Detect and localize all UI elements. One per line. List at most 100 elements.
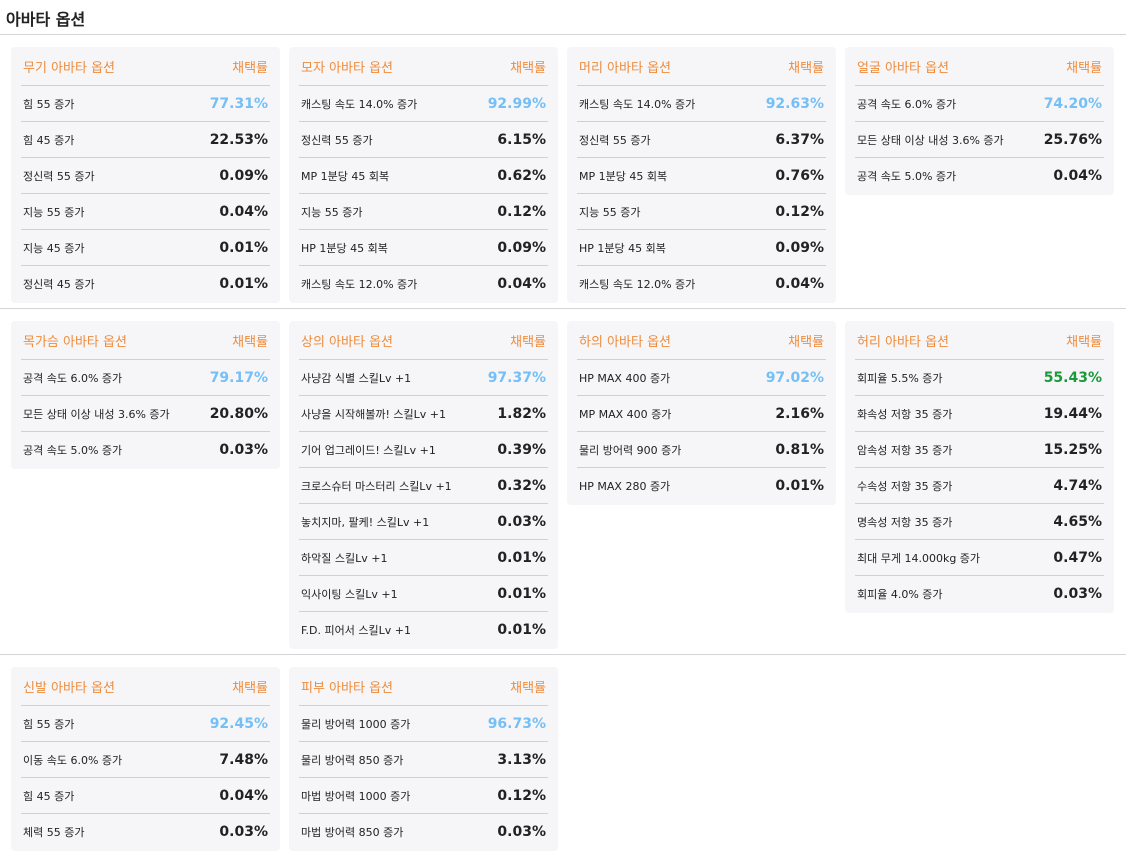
- option-name: 정신력 55 증가: [301, 133, 373, 147]
- rate-label: 채택률: [510, 60, 546, 76]
- option-rate: 0.01%: [497, 585, 546, 602]
- option-row: 지능 55 증가 0.04%: [21, 194, 270, 230]
- option-name: MP 1분당 45 회복: [301, 169, 390, 183]
- option-rate: 19.44%: [1043, 405, 1102, 422]
- option-card: 신발 아바타 옵션 채택률 힘 55 증가 92.45% 이동 속도 6.0% 증가 7.…: [11, 667, 280, 851]
- option-row: 공격 속도 6.0% 증가 79.17%: [21, 360, 270, 396]
- option-rate: 74.20%: [1043, 95, 1102, 112]
- option-name: 사냥감 식별 스킬Lv +1: [301, 371, 412, 385]
- card-header: 무기 아바타 옵션 채택률: [21, 47, 270, 86]
- option-row: 지능 55 증가 0.12%: [299, 194, 548, 230]
- option-rate: 0.01%: [775, 478, 824, 494]
- option-row: HP MAX 400 증가 97.02%: [577, 360, 826, 396]
- option-row: MP 1분당 45 회복 0.62%: [299, 158, 548, 194]
- option-name: 캐스팅 속도 14.0% 증가: [301, 97, 418, 111]
- option-rate: 6.37%: [775, 131, 824, 148]
- option-rate: 0.01%: [497, 622, 546, 638]
- option-row: 마법 방어력 850 증가 0.03%: [299, 814, 548, 850]
- option-name: 하악질 스킬Lv +1: [301, 551, 388, 565]
- option-name: 익사이팅 스킬Lv +1: [301, 587, 398, 601]
- option-rate: 0.04%: [1053, 168, 1102, 184]
- option-row: MP MAX 400 증가 2.16%: [577, 396, 826, 432]
- option-name: 최대 무게 14.000kg 증가: [857, 551, 981, 565]
- option-row: 사냥을 시작해볼까! 스킬Lv +1 1.82%: [299, 396, 548, 432]
- option-name: 공격 속도 5.0% 증가: [23, 444, 123, 457]
- option-row: 회피율 4.0% 증가 0.03%: [855, 576, 1104, 612]
- rate-label: 채택률: [510, 680, 546, 696]
- option-row: 놓치지마, 팔케! 스킬Lv +1 0.03%: [299, 504, 548, 540]
- option-rate: 0.03%: [219, 824, 268, 840]
- option-rate: 0.03%: [497, 513, 546, 530]
- rate-label: 채택률: [510, 334, 546, 350]
- option-name: 지능 45 증가: [23, 241, 85, 255]
- option-row: 캐스팅 속도 14.0% 증가 92.63%: [577, 86, 826, 122]
- option-name: 기어 업그레이드! 스킬Lv +1: [301, 443, 436, 457]
- option-row: F.D. 피어서 스킬Lv +1 0.01%: [299, 612, 548, 648]
- option-rate: 0.03%: [497, 824, 546, 840]
- option-name: 공격 속도 6.0% 증가: [23, 371, 123, 385]
- option-card: 하의 아바타 옵션 채택률 HP MAX 400 증가 97.02% MP MAX 40…: [567, 321, 836, 505]
- option-name: HP MAX 280 증가: [579, 480, 671, 493]
- option-name: 크로스슈터 마스터리 스킬Lv +1: [301, 479, 452, 493]
- option-row: 암속성 저항 35 증가 15.25%: [855, 432, 1104, 468]
- rate-label: 채택률: [788, 334, 824, 350]
- option-name: 마법 방어력 1000 증가: [301, 789, 411, 803]
- option-row: 정신력 45 증가 0.01%: [21, 266, 270, 302]
- card-group: 신발 아바타 옵션 채택률 힘 55 증가 92.45% 이동 속도 6.0% 증가 7.…: [0, 655, 1126, 856]
- option-row: 체력 55 증가 0.03%: [21, 814, 270, 850]
- option-rate: 7.48%: [219, 751, 268, 768]
- option-rate: 4.74%: [1053, 477, 1102, 494]
- option-row: 하악질 스킬Lv +1 0.01%: [299, 540, 548, 576]
- option-card: 머리 아바타 옵션 채택률 캐스팅 속도 14.0% 증가 92.63% 정신력 55 …: [567, 47, 836, 303]
- option-name: 수속성 저항 35 증가: [857, 479, 953, 493]
- option-name: 명속성 저항 35 증가: [857, 515, 953, 529]
- option-row: 정신력 55 증가 6.37%: [577, 122, 826, 158]
- option-rate: 92.45%: [209, 715, 268, 732]
- option-name: 모든 상태 이상 내성 3.6% 증가: [23, 407, 170, 421]
- option-rate: 97.02%: [765, 369, 824, 386]
- option-rate: 3.13%: [497, 751, 546, 768]
- option-row: 익사이팅 스킬Lv +1 0.01%: [299, 576, 548, 612]
- option-rate: 6.15%: [497, 131, 546, 148]
- option-rate: 0.03%: [219, 442, 268, 458]
- option-row: 정신력 55 증가 0.09%: [21, 158, 270, 194]
- card-header: 얼굴 아바타 옵션 채택률: [855, 47, 1104, 86]
- option-name: 캐스팅 속도 12.0% 증가: [579, 278, 696, 291]
- option-row: 힘 45 증가 22.53%: [21, 122, 270, 158]
- option-rate: 0.12%: [775, 203, 824, 220]
- option-row: 회피율 5.5% 증가 55.43%: [855, 360, 1104, 396]
- option-name: 회피율 5.5% 증가: [857, 371, 943, 385]
- option-rate: 77.31%: [209, 95, 268, 112]
- option-row: 모든 상태 이상 내성 3.6% 증가 20.80%: [21, 396, 270, 432]
- option-name: 마법 방어력 850 증가: [301, 826, 404, 839]
- option-rate: 92.99%: [487, 95, 546, 112]
- option-rate: 97.37%: [487, 369, 546, 386]
- card-header: 허리 아바타 옵션 채택률: [855, 321, 1104, 360]
- option-name: 회피율 4.0% 증가: [857, 588, 943, 601]
- rate-label: 채택률: [232, 334, 268, 350]
- option-name: 정신력 55 증가: [579, 133, 651, 147]
- card-header: 피부 아바타 옵션 채택률: [299, 667, 548, 706]
- option-name: 암속성 저항 35 증가: [857, 443, 953, 457]
- option-rate: 0.03%: [1053, 586, 1102, 602]
- option-name: 공격 속도 5.0% 증가: [857, 170, 957, 183]
- option-name: 캐스팅 속도 12.0% 증가: [301, 278, 418, 291]
- option-rate: 55.43%: [1043, 369, 1102, 386]
- card-header: 하의 아바타 옵션 채택률: [577, 321, 826, 360]
- option-rate: 0.81%: [775, 441, 824, 458]
- option-name: 체력 55 증가: [23, 826, 85, 839]
- option-row: MP 1분당 45 회복 0.76%: [577, 158, 826, 194]
- card-title: 피부 아바타 옵션: [301, 680, 393, 696]
- option-row: HP MAX 280 증가 0.01%: [577, 468, 826, 504]
- option-name: 놓치지마, 팔케! 스킬Lv +1: [301, 515, 430, 529]
- option-name: MP MAX 400 증가: [579, 407, 672, 421]
- option-rate: 0.12%: [497, 787, 546, 804]
- option-row: 화속성 저항 35 증가 19.44%: [855, 396, 1104, 432]
- card-title: 머리 아바타 옵션: [579, 60, 671, 76]
- option-name: 힘 45 증가: [23, 789, 75, 803]
- option-row: 물리 방어력 850 증가 3.13%: [299, 742, 548, 778]
- option-card: 얼굴 아바타 옵션 채택률 공격 속도 6.0% 증가 74.20% 모든 상태 이상 …: [845, 47, 1114, 195]
- option-rate: 15.25%: [1043, 441, 1102, 458]
- option-rate: 0.32%: [497, 477, 546, 494]
